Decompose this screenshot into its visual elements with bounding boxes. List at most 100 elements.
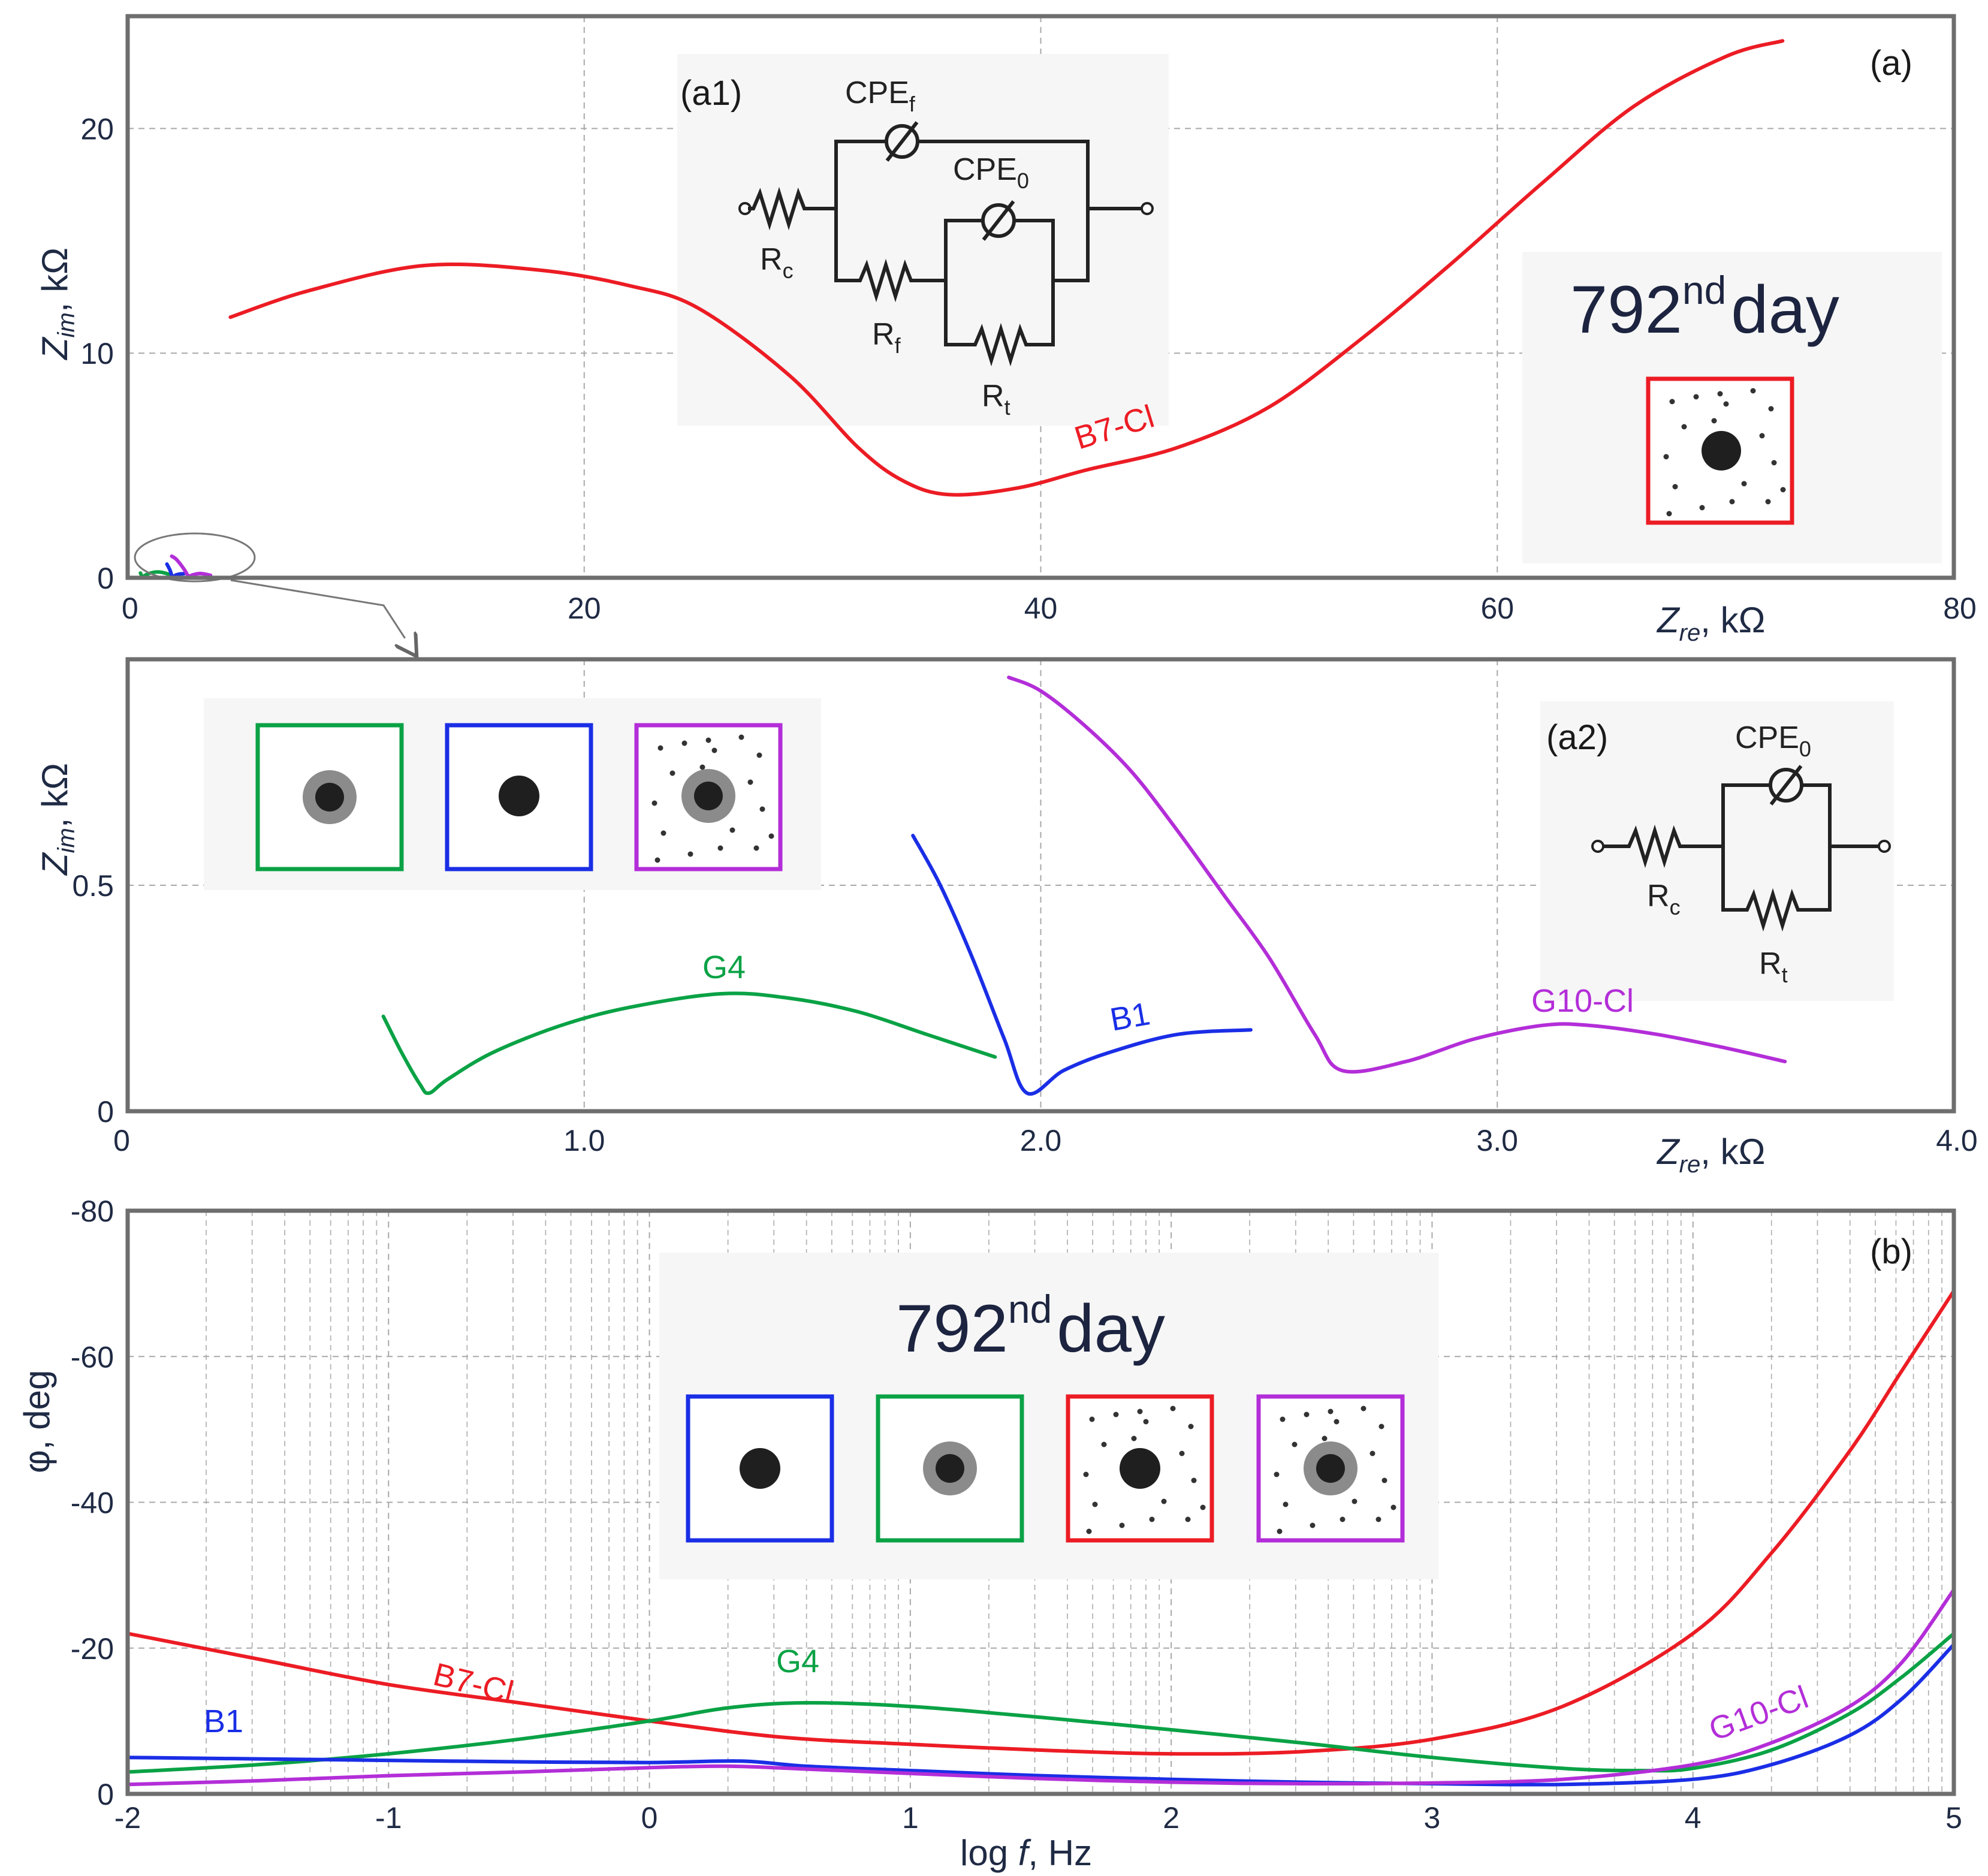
aggregate-dot: [1328, 1408, 1334, 1414]
aggregate-dot: [1369, 1450, 1375, 1456]
x-tick-label: 20: [568, 592, 601, 625]
sample-icon-b7-cl: [1066, 1394, 1214, 1543]
terminal-right: [1878, 840, 1891, 853]
aggregate-dot: [699, 764, 705, 770]
aggregate-dot: [1765, 499, 1771, 505]
panel-b-xlabel: log f, Hz: [960, 1833, 1092, 1873]
aggregate-dot: [1669, 399, 1675, 405]
rebar-dot: [936, 1454, 964, 1483]
aggregate-dot: [1131, 1435, 1137, 1441]
panel-a2-tick-labels: 0 1.0 2.0 3.0 4.0 0 0.5: [72, 869, 1977, 1157]
aggregate-dot: [1280, 1416, 1286, 1422]
x-tick-label: 40: [1024, 592, 1058, 625]
panel-a2-frame: [125, 657, 1956, 1114]
aggregate-dot: [1188, 1423, 1194, 1429]
x-tick-label: 60: [1480, 592, 1514, 625]
aggregate-dot: [1277, 1528, 1283, 1534]
series-b1: [911, 834, 1253, 1096]
panel-b-frame: [125, 1208, 1956, 1796]
aggregate-dot: [1741, 481, 1747, 487]
aggregate-dot: [1672, 484, 1678, 490]
cpe-label: CPE0: [1735, 720, 1811, 761]
y-tick-label: 0: [97, 1095, 114, 1129]
sample-icon-dots: [651, 734, 774, 863]
series-g10-cl: [1007, 675, 1787, 1074]
aggregate-dot: [1375, 1516, 1381, 1522]
panel-a-xlabel: Zre, kΩ: [1656, 600, 1765, 646]
curve-label-g4: G4: [776, 1643, 819, 1679]
y-tick-label: 10: [80, 337, 114, 370]
aggregate-dot: [1101, 1441, 1107, 1447]
panel-a: 0 20 40 60 80 0 10 20 Zim, kΩ Zre, kΩ (a) (a1) …: [35, 14, 1977, 653]
panel-a2-ylabel: Zim, kΩ: [35, 763, 80, 876]
sample-icon-g10-cl: [634, 723, 783, 871]
aggregate-dot: [654, 857, 660, 863]
y-tick-label: -40: [71, 1486, 114, 1520]
sample-icon-g10-cl: [1256, 1394, 1405, 1543]
series-b7-cl: [228, 39, 1785, 497]
aggregate-dot: [1340, 1516, 1346, 1522]
x-tick-label: 0: [113, 1124, 130, 1157]
panel-a2: 0 1.0 2.0 3.0 4.0 0 0.5 Zim, kΩ Zre, kΩ: [35, 657, 1978, 1178]
panel-a-day-text: 792ndday: [1570, 268, 1839, 347]
circuit-a1-label: (a1): [680, 74, 742, 113]
cpe-f-slash: [885, 121, 919, 162]
y-tick-label: -60: [71, 1340, 114, 1374]
cpe-f-symbol: [885, 124, 919, 159]
aggregate-dot: [1086, 1528, 1092, 1534]
terminal-right: [1141, 202, 1154, 215]
rebar-dot: [1316, 1454, 1345, 1483]
y-tick-label: 0: [97, 1778, 114, 1811]
aggregate-dot: [1137, 1408, 1143, 1414]
cpe-0-slash: [982, 200, 1015, 241]
zoom-ellipse: [134, 532, 256, 583]
y-tick-label: 0: [97, 562, 114, 595]
series-b7-cl: [126, 1289, 1956, 1756]
curve-label-b7-cl: B7-Cl: [430, 1656, 517, 1711]
aggregate-dot: [1143, 1419, 1149, 1425]
rebar-dot: [499, 776, 539, 816]
circuit-a1: (a1) CPEf CPE0 Rc Rf Rt: [677, 54, 1169, 426]
aggregate-dot: [1170, 1406, 1176, 1411]
y-tick-label: 0.5: [72, 869, 114, 903]
aggregate-dot: [1200, 1504, 1206, 1510]
sample-icon-frame: [255, 723, 404, 871]
rebar-dot: [1120, 1448, 1160, 1489]
rc-label: Rc: [1647, 879, 1681, 919]
sample-icon-b7: [1646, 376, 1794, 525]
panel-b-label: (b): [1870, 1232, 1912, 1271]
aggregate-dot: [669, 770, 675, 776]
aggregate-dot: [1663, 454, 1669, 460]
series-g10-cl: [126, 1588, 1956, 1787]
aggregate-dot: [1390, 1504, 1396, 1510]
aggregate-dot: [1113, 1411, 1119, 1417]
panel-a2-curves: [381, 675, 1787, 1096]
rebar-dot: [315, 783, 344, 812]
sample-icon-dots: [1083, 1406, 1206, 1534]
panel-b-ylabel: φ, deg: [17, 1370, 57, 1473]
circuit-a1-wires: [748, 140, 1142, 367]
circuit-a2-wires: [1603, 783, 1879, 932]
panel-b-day-text: 792ndday: [896, 1287, 1165, 1366]
terminal-left: [1591, 840, 1604, 853]
curve-label-g10-cl: G10-Cl: [1531, 983, 1634, 1019]
curve-label-b1: B1: [1108, 996, 1153, 1038]
x-tick-label: 2: [1163, 1801, 1179, 1835]
aggregate-dot: [768, 833, 774, 839]
aggregate-dot: [1768, 406, 1774, 412]
circuit-a2: (a2) CPE0 Rc Rt: [1540, 701, 1894, 1001]
x-tick-label: -2: [114, 1801, 141, 1835]
rc-label: Rc: [760, 242, 794, 283]
aggregate-dot: [705, 737, 711, 743]
panel-b-tick-labels: -2 -1 0 1 2 3 4 5 0 -20 -40 -60 -80: [71, 1195, 1962, 1835]
panel-a-frame: [125, 14, 1956, 580]
aggregate-dot: [756, 752, 762, 758]
aggregate-dot: [1750, 388, 1756, 394]
panel-a2-xlabel: Zre, kΩ: [1656, 1132, 1765, 1178]
sample-icon-b1: [686, 1394, 834, 1543]
aggregate-dot: [1274, 1471, 1280, 1477]
aggregate-dot: [1666, 511, 1672, 517]
aggregate-dot: [747, 779, 753, 785]
cpe-0-slash: [1769, 765, 1803, 806]
